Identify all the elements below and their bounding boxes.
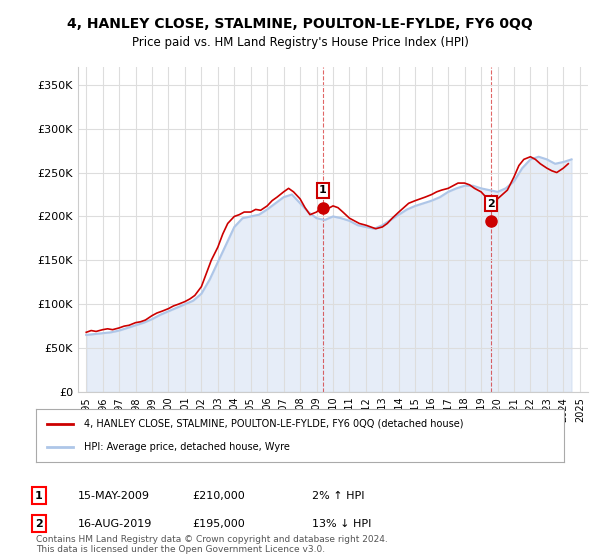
Text: 2% ↑ HPI: 2% ↑ HPI bbox=[312, 491, 365, 501]
Text: 1: 1 bbox=[319, 185, 326, 195]
Text: 2: 2 bbox=[487, 199, 495, 208]
Text: 16-AUG-2019: 16-AUG-2019 bbox=[78, 519, 152, 529]
Text: £210,000: £210,000 bbox=[192, 491, 245, 501]
Text: 13% ↓ HPI: 13% ↓ HPI bbox=[312, 519, 371, 529]
Text: 2: 2 bbox=[35, 519, 43, 529]
Text: HPI: Average price, detached house, Wyre: HPI: Average price, detached house, Wyre bbox=[83, 442, 289, 452]
Text: £195,000: £195,000 bbox=[192, 519, 245, 529]
Text: Price paid vs. HM Land Registry's House Price Index (HPI): Price paid vs. HM Land Registry's House … bbox=[131, 36, 469, 49]
Text: Contains HM Land Registry data © Crown copyright and database right 2024.
This d: Contains HM Land Registry data © Crown c… bbox=[36, 535, 388, 554]
Text: 4, HANLEY CLOSE, STALMINE, POULTON-LE-FYLDE, FY6 0QQ: 4, HANLEY CLOSE, STALMINE, POULTON-LE-FY… bbox=[67, 17, 533, 31]
Text: 15-MAY-2009: 15-MAY-2009 bbox=[78, 491, 150, 501]
Text: 1: 1 bbox=[35, 491, 43, 501]
Text: 4, HANLEY CLOSE, STALMINE, POULTON-LE-FYLDE, FY6 0QQ (detached house): 4, HANLEY CLOSE, STALMINE, POULTON-LE-FY… bbox=[83, 419, 463, 429]
